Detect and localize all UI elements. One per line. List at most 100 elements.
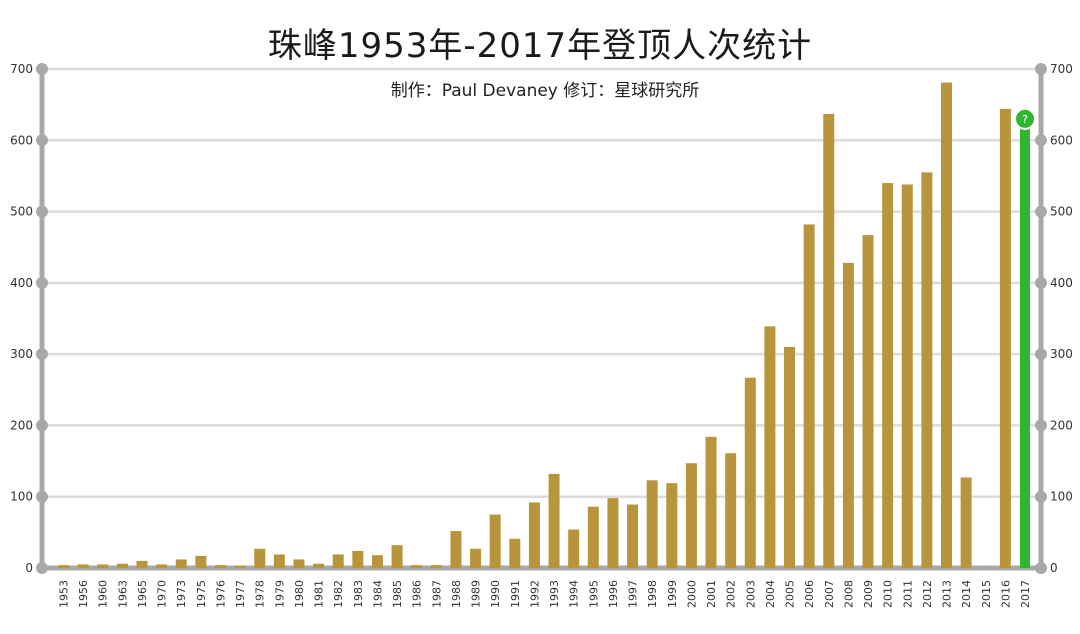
y-tick-label-left: 0 bbox=[25, 561, 33, 575]
x-tick-label: 1977 bbox=[234, 580, 247, 608]
x-tick-label: 1990 bbox=[489, 580, 502, 608]
x-tick-label: 1994 bbox=[568, 580, 581, 608]
bar bbox=[607, 498, 619, 568]
x-tick-label: 1970 bbox=[156, 580, 169, 608]
x-tick-label: 1965 bbox=[136, 580, 149, 608]
bar bbox=[568, 529, 580, 568]
bar bbox=[882, 183, 894, 569]
bar bbox=[293, 559, 305, 568]
x-tick-label: 2006 bbox=[803, 580, 816, 608]
bar bbox=[685, 463, 697, 568]
bar bbox=[411, 565, 423, 568]
bar bbox=[509, 538, 521, 568]
x-tick-label: 2003 bbox=[744, 580, 757, 608]
x-tick-label: 1986 bbox=[411, 580, 424, 608]
bar bbox=[214, 565, 226, 568]
bar bbox=[666, 483, 678, 568]
x-tick-label: 1996 bbox=[607, 580, 620, 608]
x-tick-label: 2011 bbox=[901, 580, 914, 608]
axis-dot-left bbox=[36, 562, 48, 574]
x-tick-label: 1988 bbox=[450, 580, 463, 608]
bar bbox=[77, 564, 89, 568]
x-tick-label: 1960 bbox=[97, 580, 110, 608]
bar bbox=[313, 563, 325, 568]
y-tick-label-right: 100 bbox=[1050, 490, 1073, 504]
bar bbox=[999, 108, 1011, 569]
bar bbox=[254, 548, 266, 568]
x-tick-label: 2012 bbox=[921, 580, 934, 608]
bar bbox=[528, 502, 540, 568]
bar bbox=[58, 565, 69, 568]
axis-dot-left bbox=[36, 348, 48, 361]
bar bbox=[921, 172, 933, 568]
bar bbox=[784, 347, 796, 568]
x-tick-label: 2015 bbox=[980, 580, 993, 608]
bar bbox=[371, 555, 383, 568]
x-tick-label: 2002 bbox=[725, 580, 738, 608]
axis-dot-right bbox=[1035, 276, 1047, 289]
bar-highlight bbox=[1020, 118, 1030, 569]
bar bbox=[823, 113, 835, 568]
axis-dot-left bbox=[36, 205, 48, 218]
chart-title: 珠峰1953年-2017年登顶人次统计 bbox=[267, 26, 813, 66]
axis-dot-right bbox=[1035, 490, 1047, 503]
x-tick-label: 1963 bbox=[116, 580, 129, 608]
y-tick-label-right: 300 bbox=[1050, 347, 1073, 361]
axis-dot-right bbox=[1035, 348, 1047, 361]
x-tick-label: 1998 bbox=[646, 580, 659, 608]
x-tick-label: 2010 bbox=[882, 580, 895, 608]
bar bbox=[97, 564, 109, 568]
x-tick-label: 1980 bbox=[293, 580, 306, 608]
axis-dot-left bbox=[36, 419, 48, 432]
x-tick-label: 2013 bbox=[941, 580, 954, 608]
axis-dot-right bbox=[1035, 205, 1047, 218]
y-tick-label-right: 600 bbox=[1050, 133, 1073, 147]
axis-dot-left bbox=[36, 63, 48, 75]
y-tick-label-right: 200 bbox=[1050, 418, 1073, 432]
x-tick-label: 1997 bbox=[627, 580, 640, 608]
y-tick-label-left: 100 bbox=[10, 490, 33, 504]
x-tick-label: 1973 bbox=[175, 580, 188, 608]
bar bbox=[450, 530, 462, 568]
y-tick-label-right: 0 bbox=[1050, 561, 1058, 575]
axis-dot-left bbox=[36, 134, 48, 147]
axis-dot-left bbox=[36, 276, 48, 289]
bar bbox=[803, 224, 815, 568]
x-tick-label: 1983 bbox=[352, 580, 365, 608]
x-tick-label: 1984 bbox=[371, 580, 384, 608]
y-tick-label-right: 400 bbox=[1050, 276, 1073, 290]
bar bbox=[705, 436, 717, 568]
bar bbox=[430, 565, 442, 568]
axis-dot-right bbox=[1035, 63, 1047, 75]
bar bbox=[627, 504, 639, 568]
x-tick-label: 2014 bbox=[960, 580, 973, 608]
bar bbox=[842, 262, 854, 568]
x-tick-label: 1985 bbox=[391, 580, 404, 608]
y-tick-label-right: 700 bbox=[1050, 62, 1073, 76]
bar bbox=[175, 559, 187, 568]
axis-dot-right bbox=[1035, 419, 1047, 432]
bar bbox=[273, 554, 285, 568]
x-tick-label: 2008 bbox=[842, 580, 855, 608]
x-tick-label: 2004 bbox=[764, 580, 777, 608]
y-tick-label-left: 200 bbox=[10, 418, 33, 432]
y-tick-label-left: 700 bbox=[10, 62, 33, 76]
x-tick-label: 1989 bbox=[470, 580, 483, 608]
bar bbox=[744, 377, 756, 568]
x-tick-label: 2016 bbox=[999, 580, 1012, 608]
chart-subtitle: 制作：Paul Devaney 修订：星球研究所 bbox=[390, 81, 700, 101]
x-tick-label: 1987 bbox=[430, 580, 443, 608]
bar bbox=[116, 563, 128, 568]
x-tick-label: 1999 bbox=[666, 580, 679, 608]
bar bbox=[332, 554, 344, 568]
y-tick-label-right: 500 bbox=[1050, 205, 1073, 219]
x-tick-label: 1956 bbox=[77, 580, 90, 608]
y-tick-label-left: 500 bbox=[10, 205, 33, 219]
x-tick-label: 1976 bbox=[214, 580, 227, 608]
y-tick-label-left: 300 bbox=[10, 347, 33, 361]
x-tick-label: 2017 bbox=[1019, 580, 1032, 608]
x-tick-label: 1993 bbox=[548, 580, 561, 608]
bar bbox=[862, 235, 874, 569]
x-tick-label: 1995 bbox=[587, 580, 600, 608]
